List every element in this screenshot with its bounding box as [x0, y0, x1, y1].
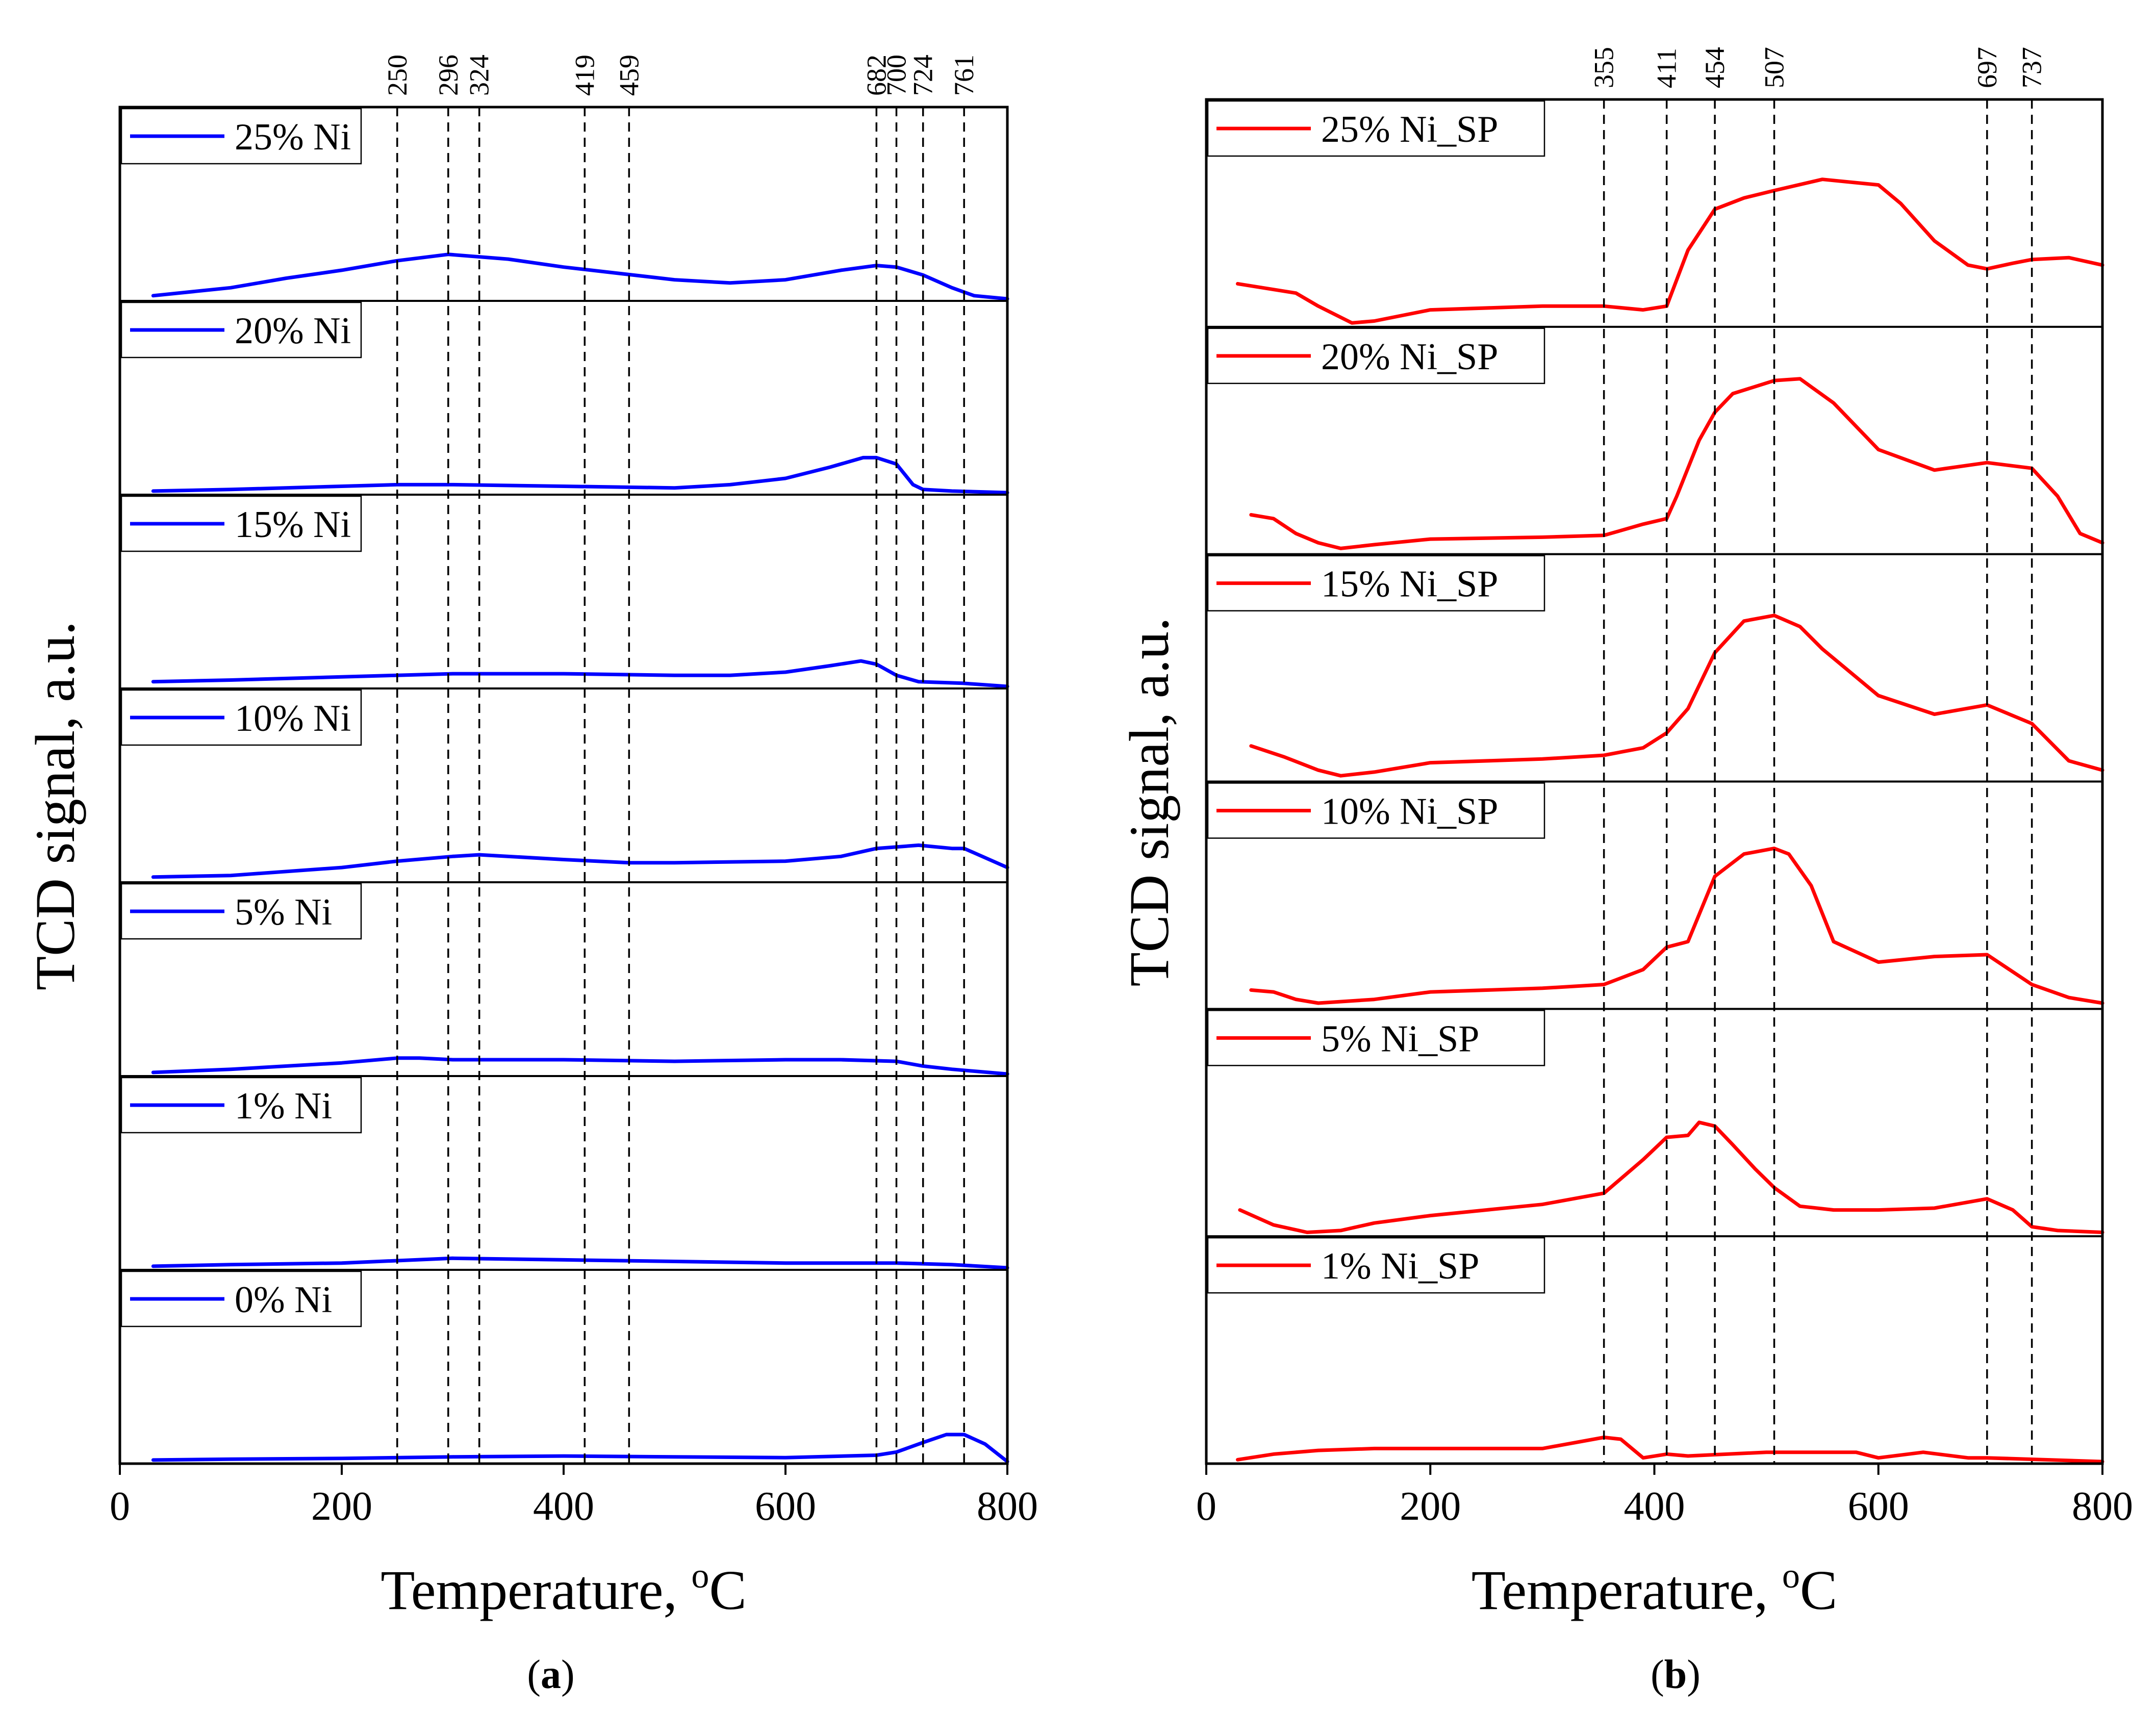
legend-label: 10% Ni [235, 698, 351, 739]
legend-label: 20% Ni [235, 310, 351, 352]
y-axis-title: TCD signal, a.u. [24, 621, 86, 990]
legend-20-ni-sp: 20% Ni_SP [1207, 327, 1545, 385]
reference-label-419: 419 [569, 55, 600, 96]
x-tick-label-200: 200 [311, 1484, 372, 1529]
reference-label-296: 296 [433, 55, 464, 96]
panel-label-a: (a) [527, 1652, 574, 1697]
legend-10-ni: 10% Ni [120, 689, 362, 746]
x-axis-title: Temperature, oC [1472, 1556, 1838, 1621]
legend-5-ni-sp: 5% Ni_SP [1207, 1010, 1545, 1066]
series-line-15-ni [151, 659, 1009, 688]
x-tick-label-800: 800 [2072, 1484, 2133, 1529]
x-tick-label-800: 800 [977, 1484, 1038, 1529]
reference-label-700: 700 [881, 55, 912, 96]
series-line-5-ni-sp [1238, 1120, 2104, 1234]
series-line-20-ni [151, 455, 1009, 495]
panel-b: 355 411 454 507 697 737 25% Ni_SP 20% Ni_SP 15% … [1118, 47, 2133, 1697]
legend-25-ni-sp: 25% Ni_SP [1207, 100, 1545, 157]
reference-label-507: 507 [1759, 47, 1789, 88]
legend-10-ni-sp: 10% Ni_SP [1207, 782, 1545, 839]
x-tick-label-400: 400 [533, 1484, 594, 1529]
legend-1-ni-sp: 1% Ni_SP [1207, 1237, 1545, 1294]
legend-label: 20% Ni_SP [1321, 336, 1498, 378]
x-tick-label-0: 0 [1196, 1484, 1216, 1529]
reference-label-250: 250 [382, 55, 413, 96]
reference-label-454: 454 [1700, 47, 1730, 88]
panel-label-b: (b) [1651, 1652, 1701, 1697]
reference-label-724: 724 [908, 55, 939, 96]
x-tick-label-600: 600 [1848, 1484, 1909, 1529]
reference-label-697: 697 [1972, 47, 2002, 88]
x-tick-label-0: 0 [110, 1484, 130, 1529]
series-line-15-ni-sp [1249, 613, 2104, 778]
legend-15-ni: 15% Ni [120, 495, 362, 552]
y-axis-title: TCD signal, a.u. [1118, 617, 1180, 986]
series-line-20-ni-sp [1249, 377, 2104, 550]
legend-label: 25% Ni [235, 116, 351, 158]
series-line-1-ni [151, 1256, 1009, 1270]
legend-25-ni: 25% Ni [120, 108, 362, 165]
legend-label: 1% Ni [235, 1085, 332, 1127]
legend-label: 5% Ni_SP [1321, 1018, 1479, 1060]
reference-label-324: 324 [464, 55, 495, 96]
legend-0-ni: 0% Ni [120, 1270, 362, 1327]
legend-15-ni-sp: 15% Ni_SP [1207, 555, 1545, 611]
series-line-10-ni [151, 843, 1009, 879]
series-line-1-ni-sp [1236, 1436, 2104, 1464]
reference-label-355: 355 [1589, 47, 1619, 88]
x-tick-label-200: 200 [1400, 1484, 1461, 1529]
reference-label-737: 737 [2017, 47, 2047, 88]
reference-label-459: 459 [614, 55, 644, 96]
x-axis-title: Temperature, oC [381, 1556, 747, 1621]
legend-5-ni: 5% Ni [120, 883, 362, 940]
series-line-0-ni [151, 1433, 1009, 1464]
legend-label: 0% Ni [235, 1279, 332, 1321]
legend-label: 15% Ni_SP [1321, 564, 1498, 605]
legend-label: 15% Ni [235, 504, 351, 546]
reference-label-411: 411 [1652, 48, 1682, 88]
legend-label: 1% Ni_SP [1321, 1245, 1479, 1287]
legend-20-ni: 20% Ni [120, 301, 362, 359]
x-tick-label-600: 600 [755, 1484, 816, 1529]
legend-label: 25% Ni_SP [1321, 109, 1498, 150]
series-line-10-ni-sp [1249, 847, 2104, 1005]
reference-label-682: 682 [861, 55, 892, 96]
x-tick-label-400: 400 [1624, 1484, 1685, 1529]
series-line-5-ni [151, 1056, 1009, 1076]
legend-label: 5% Ni [235, 891, 332, 933]
legend-1-ni: 1% Ni [120, 1077, 362, 1134]
series-line-25-ni-sp [1236, 177, 2104, 325]
reference-label-761: 761 [949, 55, 979, 96]
series-line-25-ni [151, 252, 1009, 301]
legend-label: 10% Ni_SP [1321, 791, 1498, 833]
